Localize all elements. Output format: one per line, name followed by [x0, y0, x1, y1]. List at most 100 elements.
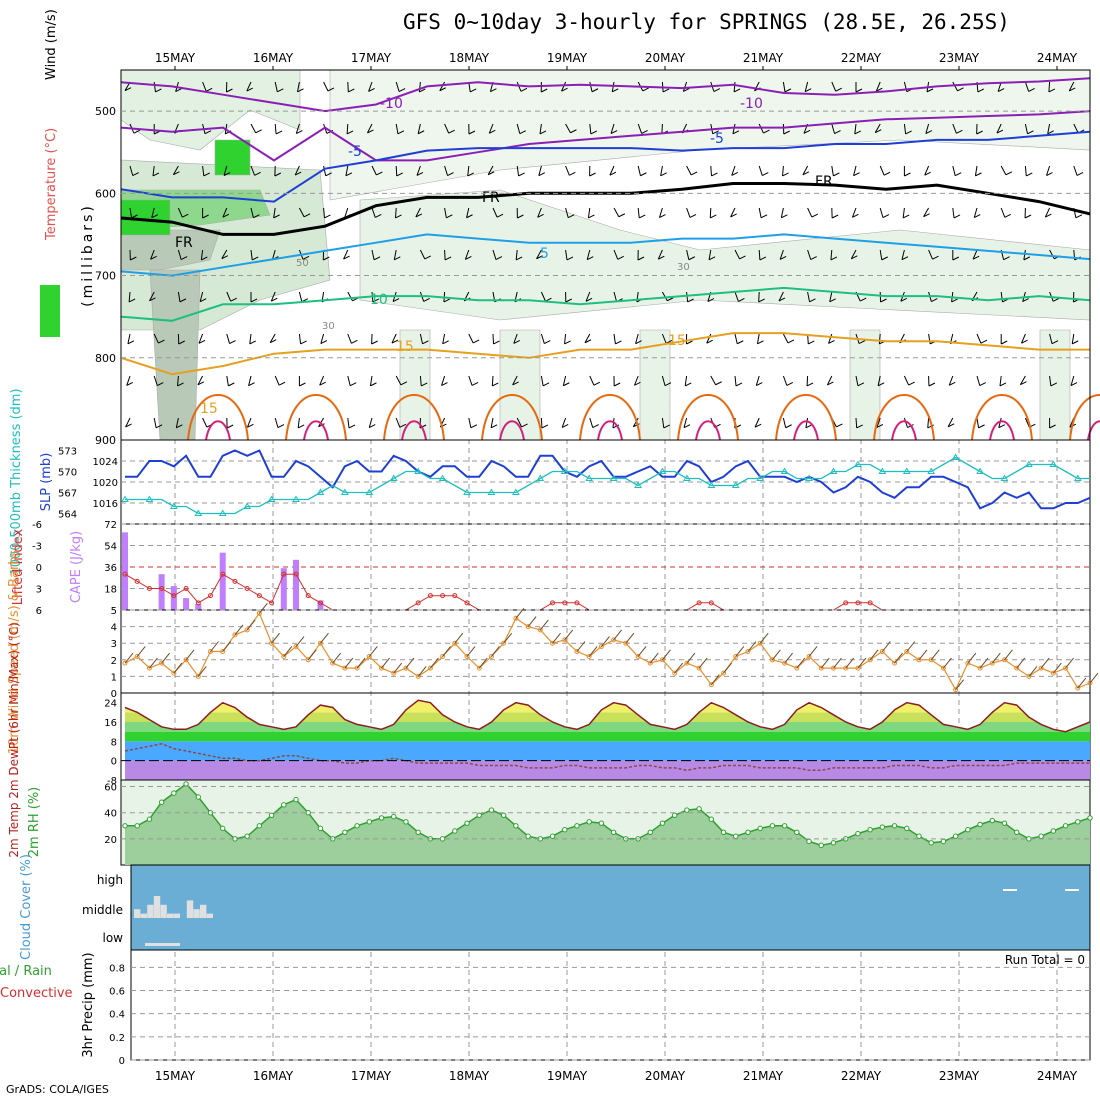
wind-barb-flag	[923, 213, 930, 218]
wind-barb-flag	[592, 424, 599, 429]
li-marker	[317, 600, 323, 606]
wind-barb-10m	[454, 632, 464, 644]
wind-barb-flag	[471, 382, 479, 386]
wind-barb-flag	[563, 382, 570, 387]
wind-barb-flag	[398, 88, 406, 93]
wind-barb-10m	[210, 641, 219, 652]
wind-barb-flag	[948, 381, 956, 386]
li-marker	[440, 593, 446, 599]
wind-barb	[758, 207, 762, 218]
wind-ylabel: 10m Wind Speed (m/s) & Barbs	[7, 549, 22, 754]
wind-barb-flag	[369, 424, 376, 429]
wind-barb-10m	[723, 662, 732, 674]
wind-marker	[598, 644, 604, 650]
wind-barb	[633, 375, 639, 386]
rh-marker	[220, 825, 226, 832]
wind-barb	[632, 417, 639, 427]
wind-barb-flag	[537, 213, 544, 218]
wind-barb	[468, 333, 474, 344]
wind-barb-flag	[564, 340, 571, 345]
wind-marker	[782, 660, 788, 666]
wind-barb-flag	[513, 339, 521, 344]
slp-tick-label: 1024	[93, 457, 118, 468]
wind-barb	[782, 333, 789, 344]
wind-barb-flag	[778, 297, 786, 302]
rh-marker	[574, 823, 580, 829]
wind-barb	[439, 81, 446, 91]
wind-barb-10m	[1077, 677, 1087, 689]
wind-barb-10m	[747, 641, 757, 652]
wind-barb	[1024, 165, 1027, 177]
dewpoint-line	[124, 743, 1090, 772]
wind-barb	[831, 123, 836, 134]
wind-marker	[305, 657, 311, 663]
wind-marker	[757, 640, 763, 646]
wind-marker	[464, 653, 470, 659]
thickness-marker	[121, 495, 129, 502]
wind-barb	[298, 207, 305, 218]
wind-barb	[902, 207, 905, 218]
wind-barb	[686, 249, 690, 260]
wind-barb	[273, 207, 276, 218]
wind-barb-flag	[715, 381, 722, 386]
wind-barb-flag	[713, 88, 721, 92]
precip-frame	[130, 949, 1091, 1061]
wind-marker	[244, 627, 250, 633]
wind-barb-10m	[1028, 666, 1038, 677]
thickness-marker	[927, 467, 936, 474]
thickness-marker	[487, 488, 496, 495]
cloud-middle-bar	[140, 913, 147, 918]
wind-barb-flag	[149, 297, 156, 302]
date-label-bottom: 15MAY	[155, 1069, 196, 1083]
wind-barb-flag	[1051, 340, 1059, 345]
wind-barb	[683, 417, 688, 428]
precip-tick-label: 0.8	[109, 963, 125, 974]
wind-barb	[416, 165, 421, 176]
date-label-bottom: 22MAY	[841, 1069, 882, 1083]
wind-barb	[854, 123, 857, 134]
temp-band	[125, 722, 1090, 732]
li-marker	[550, 600, 556, 606]
thickness-marker	[683, 474, 691, 481]
li-marker	[867, 600, 873, 606]
wind-barb-flag	[855, 88, 863, 93]
rh-marker	[855, 830, 861, 837]
wind-barb	[561, 81, 567, 92]
wind-barb-flag	[658, 255, 665, 260]
wind-barb-flag	[975, 172, 982, 177]
wind-barb-flag	[392, 298, 400, 302]
wind-marker	[269, 640, 275, 646]
wind-barb-flag	[472, 339, 480, 344]
wind-barb	[710, 375, 717, 385]
thickness-marker	[731, 481, 740, 488]
li-tick-label: -6	[32, 520, 42, 531]
wind-barb-flag	[642, 87, 649, 92]
wind-barb	[731, 165, 736, 176]
temp-tick-label: 16	[104, 718, 117, 729]
isotherm--10b	[120, 110, 1091, 162]
cloud-middle-bar	[193, 909, 200, 918]
wind-barb-flag	[439, 87, 446, 92]
wind-barb	[323, 165, 327, 176]
precip-tick-label: 0.6	[109, 987, 125, 998]
wind-barb-flag	[1004, 213, 1012, 218]
rh-marker	[745, 829, 751, 836]
wind-barb	[730, 207, 736, 218]
isotherm-25-lobe	[695, 420, 721, 441]
isotherm-20-lobe	[187, 394, 249, 441]
wind-barb-10m	[796, 657, 806, 669]
rh-marker	[403, 819, 409, 825]
contour-label: 5	[540, 246, 549, 262]
wind-barb-flag	[880, 298, 887, 303]
wind-barb-flag	[953, 214, 961, 219]
wind-barb-flag	[664, 382, 672, 387]
li-tick-label: 6	[36, 606, 42, 617]
wind-barb	[540, 417, 543, 429]
wind-barb-flag	[251, 256, 259, 261]
wind-barb	[778, 291, 784, 302]
wind-barb	[755, 375, 760, 386]
wind-tick-label: 5	[111, 606, 117, 617]
wind-barb-flag	[205, 87, 213, 92]
wind-barb	[226, 333, 231, 344]
wind-barb-flag	[683, 88, 690, 92]
